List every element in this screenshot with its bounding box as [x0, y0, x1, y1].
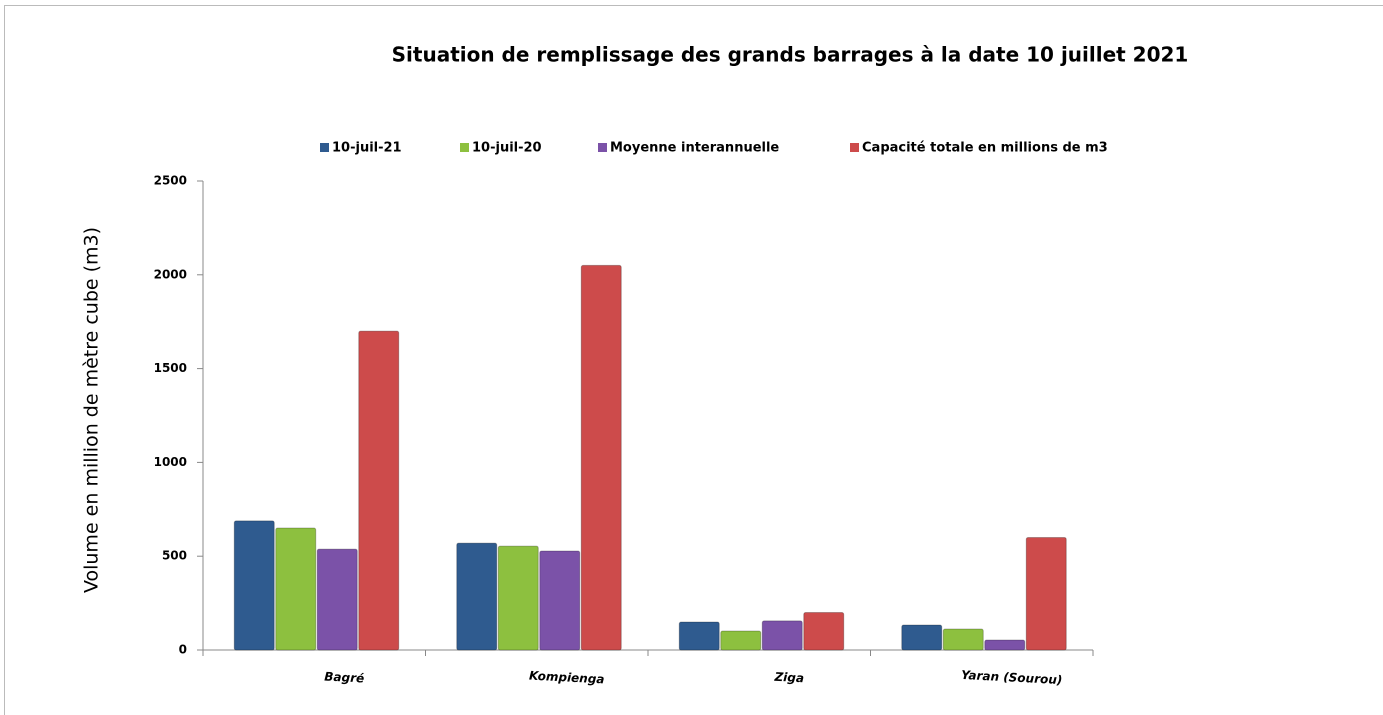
bar [901, 624, 943, 651]
bar [275, 527, 317, 651]
legend-label: 10-juil-21 [332, 141, 402, 156]
bar [497, 545, 539, 651]
legend-swatch [460, 143, 469, 152]
x-tick-label: Ziga [773, 670, 804, 686]
x-tick-label: Bagré [324, 669, 365, 685]
bar [316, 548, 358, 651]
legend-swatch [598, 143, 607, 152]
bar [456, 542, 498, 651]
x-tick-label: Yaran (Sourou) [961, 668, 1063, 687]
y-tick-label: 500 [162, 549, 187, 563]
bar [539, 550, 581, 651]
bar [803, 611, 845, 651]
y-tick-label: 2000 [154, 267, 187, 281]
frame [4, 5, 1383, 715]
y-tick-label: 1000 [154, 455, 187, 469]
bar [1025, 536, 1067, 651]
bar [678, 621, 720, 651]
bar [984, 639, 1026, 651]
y-tick-label: 1500 [154, 361, 187, 375]
bar [720, 630, 762, 651]
bar [761, 620, 803, 651]
y-axis-label: Volume en million de mètre cube (m3) [81, 227, 103, 593]
bar [233, 520, 275, 651]
y-tick-label: 2500 [154, 174, 187, 188]
legend-swatch [850, 143, 859, 152]
bar [580, 264, 622, 651]
y-tick-label: 0 [179, 643, 187, 657]
chart-title: Situation de remplissage des grands barr… [392, 43, 1189, 67]
legend-swatch [320, 143, 329, 152]
x-tick-label: Kompienga [529, 669, 605, 687]
bar [358, 330, 400, 651]
bar [942, 628, 984, 651]
legend-label: 10-juil-20 [472, 141, 542, 156]
legend-label: Moyenne interannuelle [610, 141, 779, 156]
legend-label: Capacité totale en millions de m3 [862, 141, 1108, 156]
